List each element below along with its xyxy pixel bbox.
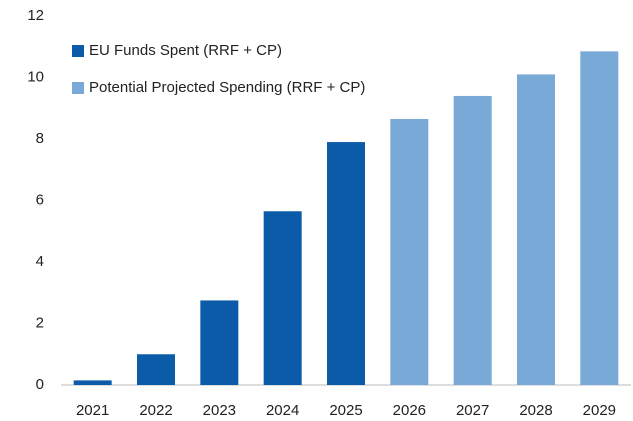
legend-label: EU Funds Spent (RRF + CP)	[89, 42, 282, 59]
legend-swatch	[72, 82, 84, 94]
y-tick-label: 8	[36, 130, 44, 147]
y-tick-label: 12	[27, 7, 44, 24]
bar	[517, 74, 555, 386]
x-tick-label: 2025	[329, 402, 362, 419]
bar	[453, 95, 492, 385]
x-tick-label: 2027	[456, 402, 489, 419]
bar	[580, 51, 619, 386]
x-tick-label: 2029	[583, 402, 616, 419]
bar	[327, 142, 365, 385]
x-tick-label: 2024	[266, 402, 299, 419]
y-tick-label: 6	[36, 191, 44, 208]
legend-label: Potential Projected Spending (RRF + CP)	[89, 79, 365, 96]
bar	[263, 211, 302, 385]
legend-swatch	[72, 45, 84, 57]
legend: EU Funds Spent (RRF + CP) Potential Proje…	[72, 42, 365, 96]
y-tick-label: 2	[36, 314, 44, 331]
bar	[73, 380, 112, 385]
x-tick-label: 2028	[519, 402, 552, 419]
bar	[200, 300, 239, 385]
x-tick-label: 2023	[203, 402, 236, 419]
y-tick-label: 10	[27, 68, 44, 85]
bar	[390, 119, 429, 385]
y-tick-label: 4	[36, 253, 44, 270]
bar	[137, 354, 175, 385]
x-tick-label: 2021	[76, 402, 109, 419]
x-tick-label: 2022	[139, 402, 172, 419]
y-tick-label: 0	[36, 376, 44, 393]
x-tick-label: 2026	[393, 402, 426, 419]
